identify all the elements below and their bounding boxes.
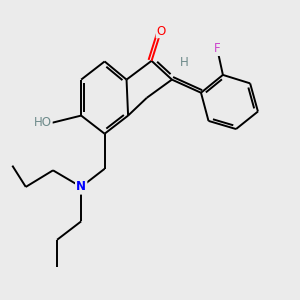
Text: O: O bbox=[156, 25, 166, 38]
Text: F: F bbox=[214, 42, 220, 56]
Text: H: H bbox=[180, 56, 189, 69]
Text: HO: HO bbox=[34, 116, 52, 129]
Text: N: N bbox=[76, 180, 86, 194]
